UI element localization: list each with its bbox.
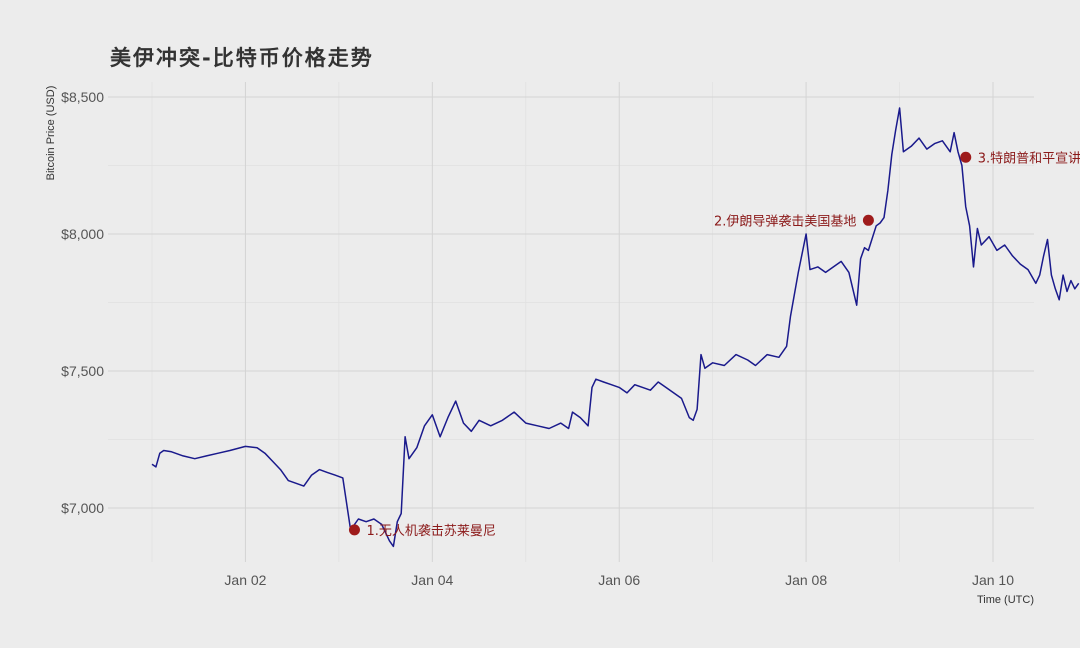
x-axis-title: Time (UTC) — [977, 594, 1034, 606]
x-tick-label: Jan 10 — [972, 572, 1014, 588]
x-tick-label: Jan 04 — [411, 572, 453, 588]
y-axis-title: Bitcoin Price (USD) — [45, 86, 57, 181]
annotations-layer: 1.无人机袭击苏莱曼尼 2.伊朗导弹袭击美国基地 3.特朗普和平宣讲 — [348, 150, 1080, 539]
x-axis-ticks: Jan 02 Jan 04 Jan 06 Jan 08 Jan 10 — [224, 572, 1014, 588]
annotation-label: 2.伊朗导弹袭击美国基地 — [714, 214, 856, 229]
series-layer — [151, 107, 1080, 548]
y-axis-ticks: $7,000 $7,500 $8,000 $8,500 — [61, 89, 104, 516]
grid-lines — [108, 82, 1034, 562]
y-tick-label: $8,500 — [61, 89, 104, 105]
price-series-line — [151, 107, 1080, 548]
x-tick-label: Jan 02 — [224, 572, 266, 588]
annotation-marker — [862, 214, 874, 226]
annotation-label: 3.特朗普和平宣讲 — [978, 150, 1080, 166]
y-tick-label: $7,500 — [61, 363, 104, 379]
annotation-marker — [960, 151, 972, 163]
y-tick-label: $8,000 — [61, 226, 104, 242]
chart-title: 美伊冲突-比特币价格走势 — [110, 46, 374, 70]
x-tick-label: Jan 08 — [785, 572, 827, 588]
x-tick-label: Jan 06 — [598, 572, 640, 588]
annotation-marker — [348, 524, 360, 536]
annotation-label: 1.无人机袭击苏莱曼尼 — [366, 523, 495, 539]
y-tick-label: $7,000 — [61, 500, 104, 516]
